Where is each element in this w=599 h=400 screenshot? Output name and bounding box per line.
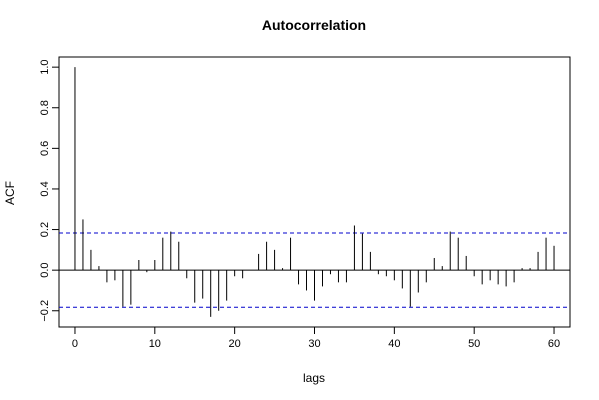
x-tick-label: 50: [468, 338, 480, 350]
x-tick-label: 60: [548, 338, 560, 350]
x-tick-label: 0: [72, 338, 78, 350]
y-tick-label: 0.2: [39, 222, 51, 237]
x-tick-label: 10: [149, 338, 161, 350]
x-tick-label: 40: [388, 338, 400, 350]
x-axis-label: lags: [303, 371, 325, 385]
y-tick-label: −0.2: [39, 300, 51, 322]
y-tick-label: 0.0: [39, 263, 51, 278]
axes: 0 10 20 30 40 50 60 −0.2 0.0 0.2 0.4 0.6 0.8 1.0: [39, 60, 560, 350]
y-tick-label: 1.0: [39, 60, 51, 75]
x-tick-label: 20: [229, 338, 241, 350]
acf-marks: [59, 67, 570, 317]
y-tick-label: 0.6: [39, 141, 51, 156]
x-tick-label: 30: [308, 338, 320, 350]
y-tick-label: 0.4: [39, 181, 51, 196]
chart-title: Autocorrelation: [262, 17, 366, 33]
y-axis-label: ACF: [3, 181, 17, 205]
y-tick-label: 0.8: [39, 100, 51, 115]
